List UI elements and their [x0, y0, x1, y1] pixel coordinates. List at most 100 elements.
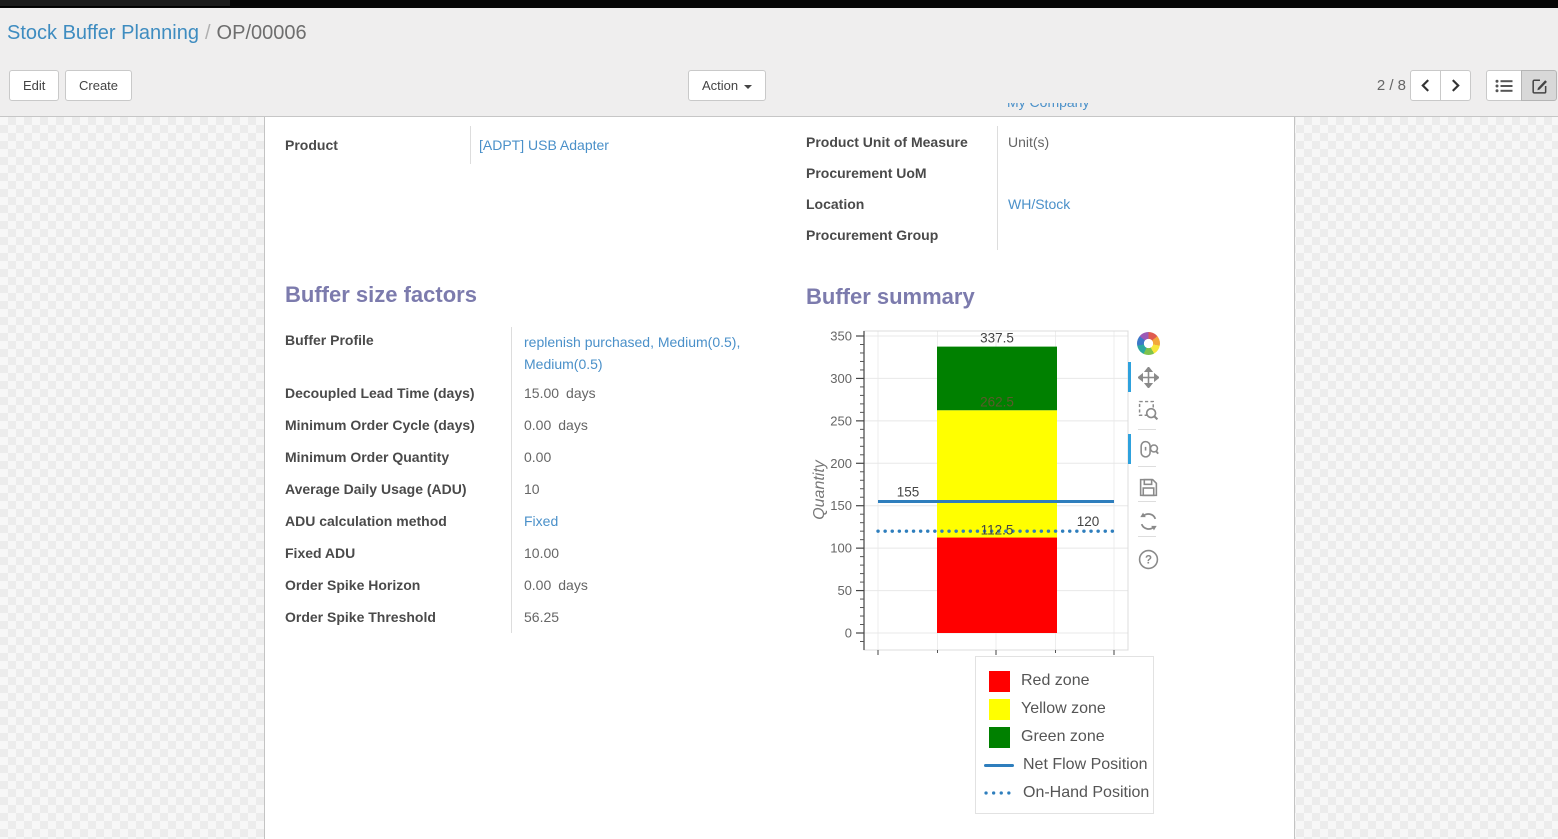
toolbar-divider	[1138, 501, 1156, 502]
wheel-zoom-icon	[1139, 440, 1159, 458]
product-value-link[interactable]: [ADPT] USB Adapter	[479, 137, 609, 153]
create-button[interactable]: Create	[65, 70, 133, 101]
legend-label: On-Hand Position	[1023, 784, 1150, 801]
min-order-cycle-value: 0.00	[524, 417, 552, 433]
breadcrumb-current: OP/00006	[216, 22, 307, 44]
yellow-zone-swatch	[989, 698, 1010, 720]
clipped-field-row: My Company	[1007, 103, 1227, 114]
field-row-order-spike-horizon: Order Spike Horizon 0.00 days	[285, 569, 781, 601]
location-value-link[interactable]: WH/Stock	[1008, 195, 1071, 212]
pan-icon	[1137, 366, 1159, 388]
buffer-summary-title: Buffer summary	[806, 284, 975, 309]
svg-text:350: 350	[830, 329, 852, 344]
save-icon	[1139, 478, 1157, 496]
chart-legend: Red zone Yellow zone Green zone Net Flow…	[975, 656, 1154, 814]
field-row-adu-method: ADU calculation method Fixed	[285, 505, 781, 537]
list-view-button[interactable]	[1486, 70, 1522, 101]
form-view-button[interactable]	[1521, 70, 1557, 101]
on-hand-dots-swatch	[984, 791, 1016, 795]
chevron-right-icon	[1452, 79, 1460, 92]
field-row-buffer-profile: Buffer Profile replenish purchased, Medi…	[285, 327, 781, 377]
help-icon: ?	[1138, 549, 1158, 569]
field-row-product: Product [ADPT] USB Adapter	[285, 126, 785, 164]
pan-tool-button[interactable]	[1136, 365, 1160, 389]
bokeh-logo[interactable]	[1136, 331, 1160, 355]
field-row-min-order-quantity: Minimum Order Quantity 0.00	[285, 441, 781, 473]
svg-text:150: 150	[830, 498, 852, 513]
action-dropdown-button[interactable]: Action	[688, 70, 767, 101]
adu-label: Average Daily Usage (ADU)	[285, 481, 467, 497]
pager-next-button[interactable]	[1440, 70, 1471, 101]
field-row-product-uom: Product Unit of Measure Unit(s)	[806, 126, 1276, 157]
fixed-adu-value: 10.00	[524, 545, 560, 561]
form-view-background: My Company Product [ADPT] USB Adapter Pr…	[0, 103, 1558, 839]
svg-text:337.5: 337.5	[980, 331, 1014, 346]
view-switcher	[1486, 70, 1557, 101]
toolbar-divider	[1138, 429, 1156, 430]
reset-tool-button[interactable]	[1136, 509, 1160, 533]
field-row-procurement-uom: Procurement UoM	[806, 157, 1276, 188]
toolbar-divider	[1138, 536, 1156, 537]
min-order-quantity-value: 0.00	[524, 449, 552, 465]
legend-label: Yellow zone	[1021, 700, 1106, 717]
breadcrumb-parent-link[interactable]: Stock Buffer Planning	[7, 22, 199, 44]
adu-value: 10	[524, 481, 540, 497]
svg-text:100: 100	[830, 541, 852, 556]
action-dropdown-label: Action	[702, 78, 739, 93]
help-tool-button[interactable]: ?	[1136, 547, 1160, 571]
fixed-adu-label: Fixed ADU	[285, 545, 356, 561]
buffer-size-factors-title: Buffer size factors	[285, 282, 477, 307]
svg-text:262.5: 262.5	[980, 394, 1014, 409]
legend-item-yellow-zone: Yellow zone	[989, 695, 1153, 723]
location-label: Location	[806, 195, 865, 212]
decoupled-lead-time-value: 15.00	[524, 385, 560, 401]
y-axis-label: Quantity	[811, 459, 828, 520]
breadcrumb-separator: /	[204, 22, 211, 44]
min-order-quantity-label: Minimum Order Quantity	[285, 449, 450, 465]
box-zoom-icon	[1138, 400, 1158, 420]
chart-y-axis: 0 50 100 150 200 250 300 350	[830, 329, 1115, 655]
field-row-fixed-adu: Fixed ADU 10.00	[285, 537, 781, 569]
chart-toolbar: ?	[1128, 325, 1166, 575]
legend-item-red-zone: Red zone	[989, 667, 1153, 695]
wheel-zoom-tool-button[interactable]	[1136, 437, 1160, 461]
top-menubar-left-segment	[0, 0, 230, 7]
svg-text:155: 155	[897, 484, 920, 499]
pan-tool-active-indicator	[1128, 362, 1131, 392]
breadcrumb: Stock Buffer Planning / OP/00006	[7, 22, 307, 45]
procurement-field-group: Product Unit of Measure Unit(s) Procurem…	[806, 117, 1276, 250]
buffer-profile-value-link[interactable]: replenish purchased, Medium(0.5), Medium…	[524, 334, 741, 372]
chart-position-lines	[876, 499, 1116, 533]
field-row-order-spike-threshold: Order Spike Threshold 56.25	[285, 601, 781, 633]
product-uom-label: Product Unit of Measure	[806, 133, 968, 150]
order-spike-horizon-value: 0.00	[524, 577, 552, 593]
procurement-group-label: Procurement Group	[806, 226, 939, 243]
clipped-field-value: My Company	[1007, 103, 1227, 111]
reset-icon	[1139, 512, 1157, 530]
toolbar-divider	[1138, 466, 1156, 467]
top-menubar	[0, 0, 1558, 8]
box-zoom-tool-button[interactable]	[1136, 398, 1160, 422]
svg-text:0: 0	[845, 626, 852, 641]
pager-previous-button[interactable]	[1410, 70, 1441, 101]
buffer-size-factors-group: Buffer Profile replenish purchased, Medi…	[285, 327, 781, 633]
order-spike-horizon-unit: days	[558, 577, 588, 593]
save-tool-button[interactable]	[1136, 475, 1160, 499]
yellow-zone-bar	[937, 410, 1057, 538]
svg-text:120: 120	[1077, 514, 1100, 529]
bokeh-logo-icon	[1136, 331, 1160, 355]
control-panel: Stock Buffer Planning / OP/00006 Edit Crea…	[0, 8, 1558, 117]
adu-method-label: ADU calculation method	[285, 513, 447, 529]
form-sheet: My Company Product [ADPT] USB Adapter Pr…	[264, 103, 1295, 839]
svg-text:200: 200	[830, 456, 852, 471]
adu-method-value-link[interactable]: Fixed	[524, 513, 559, 529]
edit-button[interactable]: Edit	[9, 70, 60, 101]
field-row-decoupled-lead-time: Decoupled Lead Time (days) 15.00 days	[285, 377, 781, 409]
field-row-adu: Average Daily Usage (ADU) 10	[285, 473, 781, 505]
buffer-summary-chart[interactable]: 0 50 100 150 200 250 300 350 337.5 262.5 112.5 155…	[810, 325, 1192, 665]
svg-text:?: ?	[1144, 554, 1151, 566]
legend-label: Net Flow Position	[1023, 756, 1148, 773]
pager-buttons	[1410, 70, 1471, 101]
legend-label: Red zone	[1021, 672, 1090, 689]
caret-down-icon	[744, 84, 753, 89]
